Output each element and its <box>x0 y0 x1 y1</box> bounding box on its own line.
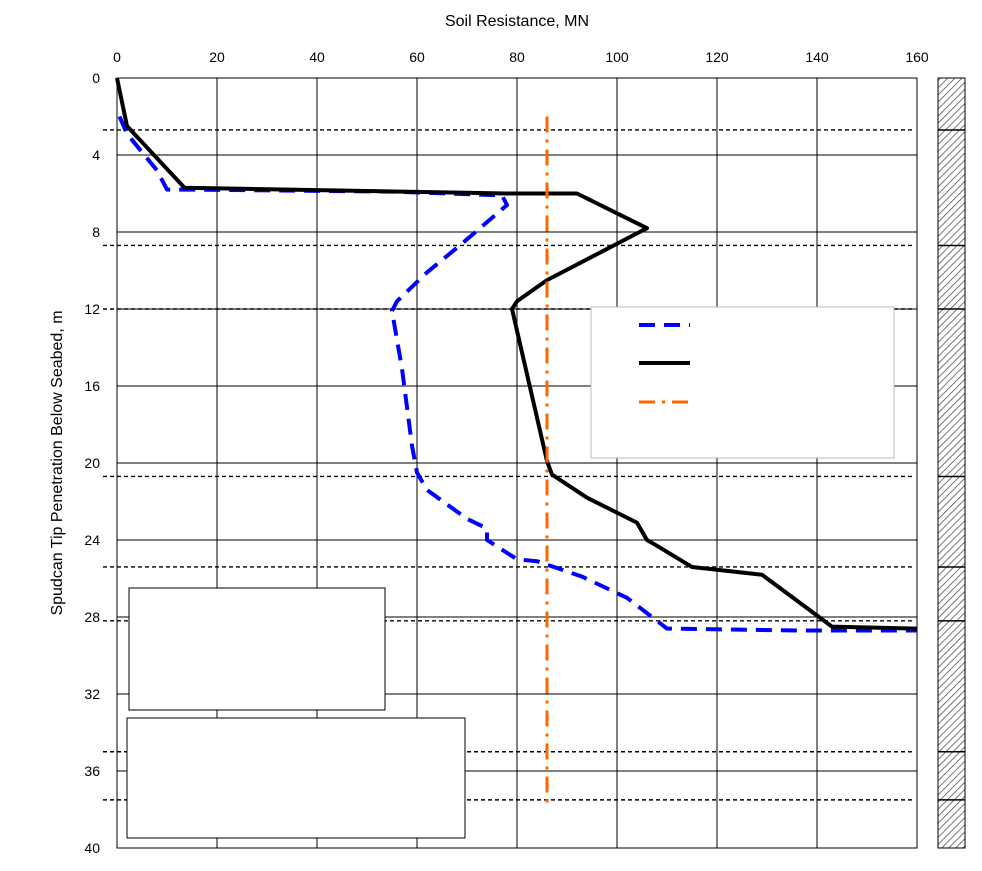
soil-strata-column <box>937 77 966 849</box>
annotation-box-upper <box>128 587 386 711</box>
y-tick-label-8: 32 <box>84 686 100 702</box>
x-tick-label-5: 100 <box>605 49 629 65</box>
y-tick-label-5: 20 <box>84 455 100 471</box>
annotation-box-lower <box>126 717 466 839</box>
legend-box <box>590 306 895 459</box>
series-line-blue-dashed <box>117 115 917 633</box>
y-tick-label-2: 8 <box>92 224 100 240</box>
x-tick-label-7: 140 <box>805 49 829 65</box>
x-tick-labels: 0 20 40 60 80 100 120 140 160 <box>113 49 929 65</box>
x-tick-label-3: 60 <box>409 49 425 65</box>
y-tick-labels: 0 4 8 12 16 20 24 28 32 36 40 <box>84 70 100 856</box>
x-tick-label-0: 0 <box>113 49 121 65</box>
y-tick-label-7: 28 <box>84 609 100 625</box>
y-tick-label-1: 4 <box>92 147 100 163</box>
y-tick-label-3: 12 <box>84 301 100 317</box>
plot-frame <box>116 77 918 849</box>
series-group <box>115 77 918 810</box>
y-tick-label-4: 16 <box>84 378 100 394</box>
x-tick-label-8: 160 <box>905 49 929 65</box>
y-tick-label-6: 24 <box>84 532 100 548</box>
x-tick-label-1: 20 <box>209 49 225 65</box>
y-axis-title: Spudcan Tip Penetration Below Seabed, m <box>49 310 66 615</box>
y-tick-label-9: 36 <box>84 763 100 779</box>
y-tick-label-0: 0 <box>92 70 100 86</box>
legend <box>590 306 895 459</box>
x-tick-label-4: 80 <box>509 49 525 65</box>
strata-column-frame <box>937 77 966 849</box>
x-axis-title: Soil Resistance, MN <box>445 13 589 30</box>
y-tick-label-10: 40 <box>84 840 100 856</box>
x-tick-label-6: 120 <box>705 49 729 65</box>
x-tick-label-2: 40 <box>309 49 325 65</box>
